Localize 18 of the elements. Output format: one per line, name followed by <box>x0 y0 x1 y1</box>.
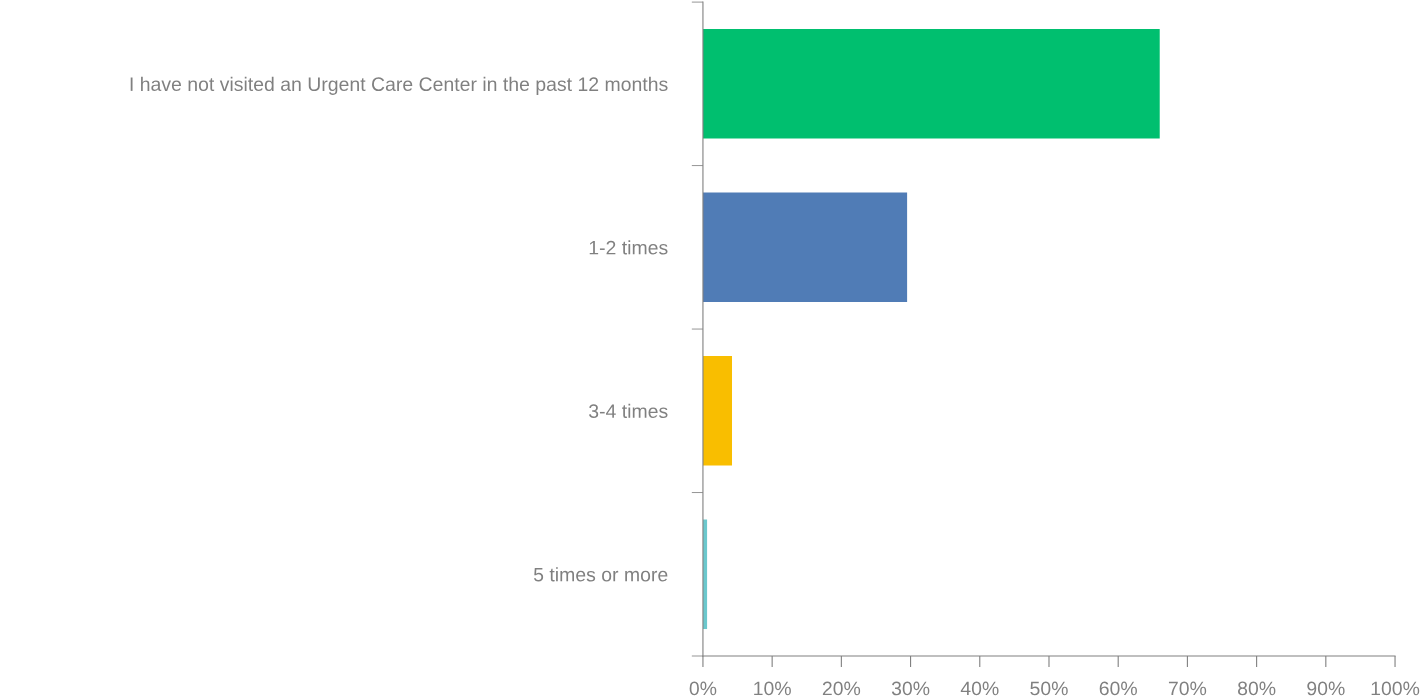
x-tick-label: 30% <box>891 681 930 696</box>
y-tick-label: 1-2 times <box>589 240 668 255</box>
x-tick-label: 90% <box>1307 681 1345 696</box>
x-tick-label: 40% <box>960 681 999 696</box>
y-tick-label: 3-4 times <box>589 403 668 419</box>
x-tick-label: 50% <box>1030 681 1068 696</box>
x-tick-label: 10% <box>754 681 791 696</box>
x-tick-label: 70% <box>1168 681 1207 696</box>
x-tick-label: 80% <box>1238 681 1276 696</box>
x-tick-label: 20% <box>822 681 861 696</box>
bar <box>702 29 1160 139</box>
x-tick-label: 60% <box>1099 681 1137 696</box>
bar <box>702 356 733 466</box>
x-tick-label: 100% <box>1371 681 1420 696</box>
x-tick-label: 0% <box>689 681 717 696</box>
bar <box>702 192 908 303</box>
y-tick-label: 5 times or more <box>533 567 668 582</box>
y-tick-label: I have not visited an Urgent Care Center in the past 12 months <box>130 76 668 95</box>
